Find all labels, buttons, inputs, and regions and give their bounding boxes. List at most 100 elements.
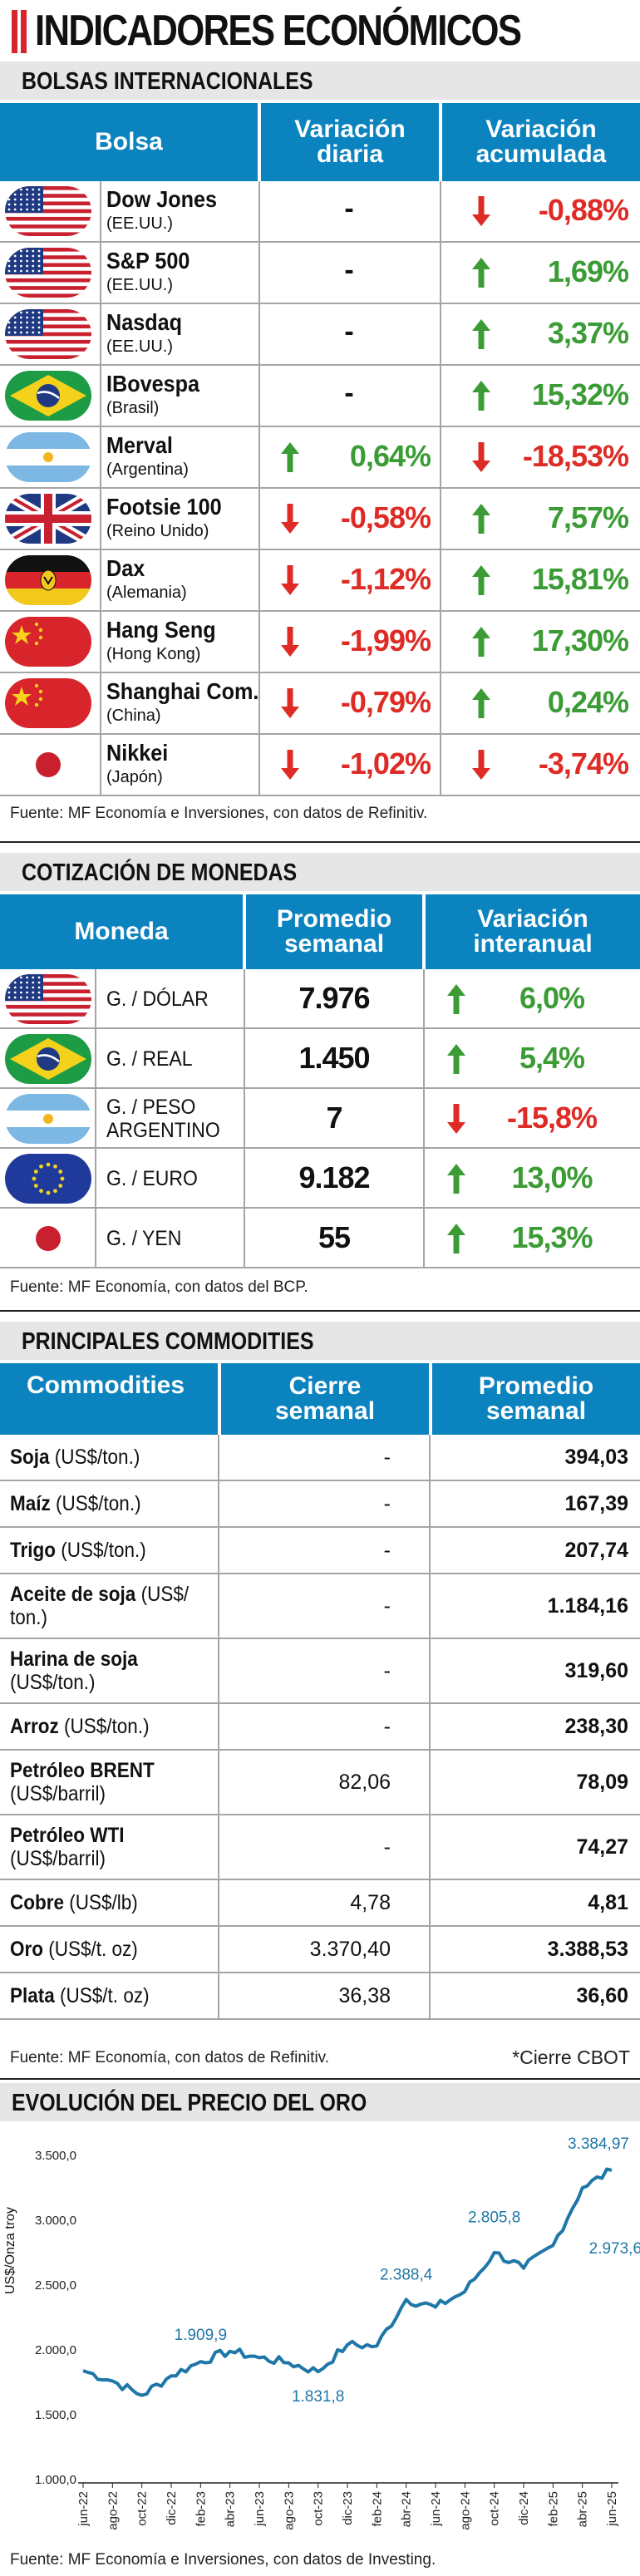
column-divider — [218, 1639, 219, 1702]
brazil-flag-icon — [5, 1034, 91, 1084]
x-tick-label: oct-23 — [312, 2491, 326, 2526]
arrow-up-icon — [470, 379, 492, 412]
weekly-close: 4,78 — [350, 1891, 391, 1914]
commodities-section-header: PRINCIPALES COMMODITIES — [0, 1322, 640, 1360]
arrow-down-icon — [470, 195, 492, 228]
commodities-source: Fuente: MF Economía, con datos de Refini… — [10, 2049, 330, 2066]
daily-variation: -0,79% — [340, 685, 431, 719]
arrow-up-icon — [446, 1162, 467, 1195]
currency-name: G. / YEN — [106, 1227, 182, 1250]
column-divider — [244, 1149, 245, 1207]
x-tick-label: oct-22 — [135, 2491, 150, 2526]
index-name: Merval — [106, 432, 173, 458]
table-row: Maíz (US$/ton.) - 167,39 — [0, 1481, 640, 1528]
us-flag-icon — [5, 309, 91, 359]
japan-flag-icon — [5, 1214, 91, 1263]
column-divider — [429, 1880, 431, 1925]
currency-name: ARGENTINO — [106, 1119, 220, 1142]
column-divider — [100, 304, 101, 364]
weekly-close: - — [383, 1835, 391, 1859]
column-divider — [440, 489, 441, 549]
x-tick-label: jun-24 — [429, 2491, 443, 2527]
currencies-section-title: COTIZACIÓN DE MONEDAS — [22, 859, 298, 886]
stocks-section-header: BOLSAS INTERNACIONALES — [0, 62, 640, 100]
arrow-down-icon — [279, 625, 301, 658]
cbot-note: *Cierre CBOT — [512, 2047, 630, 2068]
commodity-name: Harina de soja (US$/ton.) — [10, 1648, 138, 1694]
index-country: (Reino Unido) — [106, 522, 209, 540]
argentina-flag-icon — [5, 432, 91, 482]
column-divider — [258, 243, 260, 303]
column-divider — [244, 1209, 245, 1267]
x-tick-label: jun-22 — [76, 2491, 91, 2527]
column-divider — [100, 735, 101, 795]
column-divider — [423, 1209, 425, 1267]
x-tick-label: jun-25 — [605, 2491, 619, 2527]
y-tick-label: 2.000,0 — [35, 2343, 76, 2357]
table-row: G. / DÓLAR 7.976 6,0% — [0, 969, 640, 1029]
arrow-down-icon — [279, 564, 301, 597]
column-divider — [100, 366, 101, 426]
page-title: INDICADORES ECONÓMICOS — [35, 7, 522, 55]
column-divider — [258, 550, 260, 610]
arrow-up-icon — [470, 625, 492, 658]
index-country: (Japón) — [106, 768, 163, 786]
index-country: (EE.UU.) — [106, 214, 173, 233]
x-tick-label: oct-24 — [488, 2491, 502, 2526]
index-name: S&P 500 — [106, 248, 190, 273]
column-divider — [95, 1029, 96, 1087]
table-row: Footsie 100 (Reino Unido) -0,58% 7,57% — [0, 489, 640, 550]
daily-variation: -0,58% — [340, 500, 431, 534]
weekly-close: - — [383, 1446, 391, 1469]
section-divider — [0, 2078, 640, 2080]
column-divider — [218, 1751, 219, 1814]
column-divider — [429, 1927, 431, 1972]
x-tick-label: ago-24 — [458, 2491, 472, 2530]
x-tick-label: ago-23 — [282, 2491, 296, 2530]
arrow-down-icon — [470, 441, 492, 474]
table-row: Harina de soja (US$/ton.) - 319,60 — [0, 1639, 640, 1704]
currency-name: G. / PESO — [106, 1096, 196, 1119]
y-tick-label: 3.000,0 — [35, 2214, 76, 2228]
japan-flag-icon — [5, 740, 91, 790]
column-divider — [95, 1209, 96, 1267]
column-divider — [100, 181, 101, 241]
weekly-average: 238,30 — [564, 1715, 628, 1738]
weekly-average: 74,27 — [576, 1835, 628, 1859]
index-name: Nasdaq — [106, 309, 183, 335]
header-moneda: Moneda — [74, 918, 169, 945]
table-row: Hang Seng (Hong Kong) -1,99% 17,30% — [0, 612, 640, 673]
x-tick-label: dic-22 — [165, 2491, 179, 2525]
table-row: Aceite de soja (US$/ ton.) - 1.184,16 — [0, 1574, 640, 1639]
accumulated-variation: 7,57% — [547, 500, 629, 534]
column-divider — [429, 1973, 431, 2018]
column-divider — [100, 550, 101, 610]
weekly-average: 394,03 — [564, 1446, 628, 1469]
weekly-average: 36,60 — [576, 1984, 628, 2007]
header-variacion-interanual: Variación interanual — [473, 905, 593, 958]
column-divider — [440, 304, 441, 364]
header-variacion-acumulada: Variación acumulada — [475, 116, 607, 168]
column-divider — [440, 427, 441, 487]
china-flag-icon — [5, 617, 91, 667]
x-tick-label: feb-24 — [370, 2491, 384, 2527]
x-tick-label: feb-23 — [194, 2491, 208, 2527]
stocks-table-header: Bolsa Variación diaria Variación acumulada — [0, 103, 640, 181]
table-row: IBovespa (Brasil) - 15,32% — [0, 366, 640, 427]
x-tick-label: abr-25 — [576, 2491, 590, 2527]
us-flag-icon — [5, 248, 91, 298]
table-row: S&P 500 (EE.UU.) - 1,69% — [0, 243, 640, 304]
argentina-flag-icon — [5, 1094, 91, 1144]
commodities-section-title: PRINCIPALES COMMODITIES — [22, 1328, 314, 1355]
data-label: 1.831,8 — [292, 2388, 344, 2406]
arrow-up-icon — [470, 318, 492, 351]
currency-name: G. / REAL — [106, 1047, 193, 1071]
column-divider — [258, 673, 260, 733]
daily-variation: -1,02% — [340, 746, 431, 781]
arrow-down-icon — [279, 502, 301, 535]
column-divider — [423, 1029, 425, 1087]
commodity-name: Oro (US$/t. oz) — [10, 1938, 138, 1961]
us-flag-icon — [5, 186, 91, 236]
table-row: Soja (US$/ton.) - 394,03 — [0, 1435, 640, 1481]
arrow-up-icon — [446, 1042, 467, 1076]
